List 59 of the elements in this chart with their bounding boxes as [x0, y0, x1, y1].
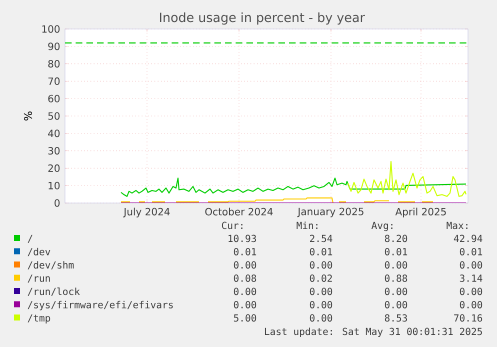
text: 0.00	[234, 301, 256, 308]
text: 0.00	[310, 288, 332, 296]
y-tick-label: 60	[48, 94, 60, 102]
y-tick-label: 100	[42, 25, 60, 33]
text: 0.01	[234, 248, 256, 256]
text: 8.53	[384, 314, 407, 322]
x-tick-label: October 2024	[205, 208, 273, 216]
y-tick-label: 80	[48, 60, 60, 68]
line-series	[347, 161, 467, 197]
text: 2.54	[310, 234, 332, 242]
text: 0.00	[234, 288, 256, 296]
text: 0.00	[310, 261, 332, 269]
text: Last update: Sat May 31 00:01:31 2025	[264, 328, 482, 338]
text: 3.14	[460, 274, 482, 282]
x-tick-label: January 2025	[297, 208, 364, 218]
text: 0.00	[310, 301, 332, 308]
y-tick-label: 40	[48, 130, 60, 138]
text: 0.02	[310, 274, 332, 282]
text: 0.00	[384, 301, 408, 308]
legend-label: /run/lock	[28, 288, 80, 296]
y-tick-label: 0	[54, 199, 60, 207]
text: 0.88	[384, 274, 408, 282]
x-tick-label: April 2025	[395, 208, 446, 218]
text: 0.00	[460, 261, 482, 269]
text: 70.16	[454, 314, 482, 322]
text: 10.93	[228, 234, 256, 242]
y-axis-title: %	[24, 112, 32, 120]
legend-label: /	[28, 234, 32, 243]
text: 0.00	[234, 261, 256, 269]
legend-label: /sys/firmware/efi/efivars	[28, 300, 173, 310]
text: 0.00	[310, 314, 332, 322]
x-tick-label: July 2024	[123, 208, 170, 218]
text: 0.00	[384, 261, 408, 269]
y-tick-label: 90	[48, 42, 60, 50]
legend-label: /tmp	[28, 314, 50, 324]
y-tick-label: 70	[48, 77, 60, 85]
text: 42.94	[454, 234, 482, 242]
legend-label: /dev/shm	[28, 261, 74, 270]
legend-label: /dev	[28, 248, 50, 256]
y-tick-label: 20	[48, 164, 60, 172]
y-tick-label: 50	[48, 112, 60, 120]
y-tick-label: 10	[48, 182, 60, 190]
text: 0.08	[234, 274, 256, 282]
chart-title: Inode usage in percent - by year	[160, 12, 365, 25]
legend-label: /run	[28, 274, 50, 283]
text: Max:	[446, 222, 468, 230]
text: 0.01	[384, 248, 408, 256]
text: 8.20	[384, 234, 408, 242]
y-tick-label: 30	[48, 147, 60, 155]
text: 5.00	[234, 314, 256, 322]
text: 0.00	[460, 301, 482, 308]
text: 0.01	[460, 248, 482, 256]
line-series	[120, 178, 467, 197]
text: 0.00	[460, 288, 482, 296]
text: Cur:	[222, 222, 242, 230]
text: Avg:	[371, 222, 392, 232]
text: 0.01	[310, 248, 332, 256]
text: Min:	[296, 222, 318, 229]
text: 0.00	[384, 288, 408, 296]
